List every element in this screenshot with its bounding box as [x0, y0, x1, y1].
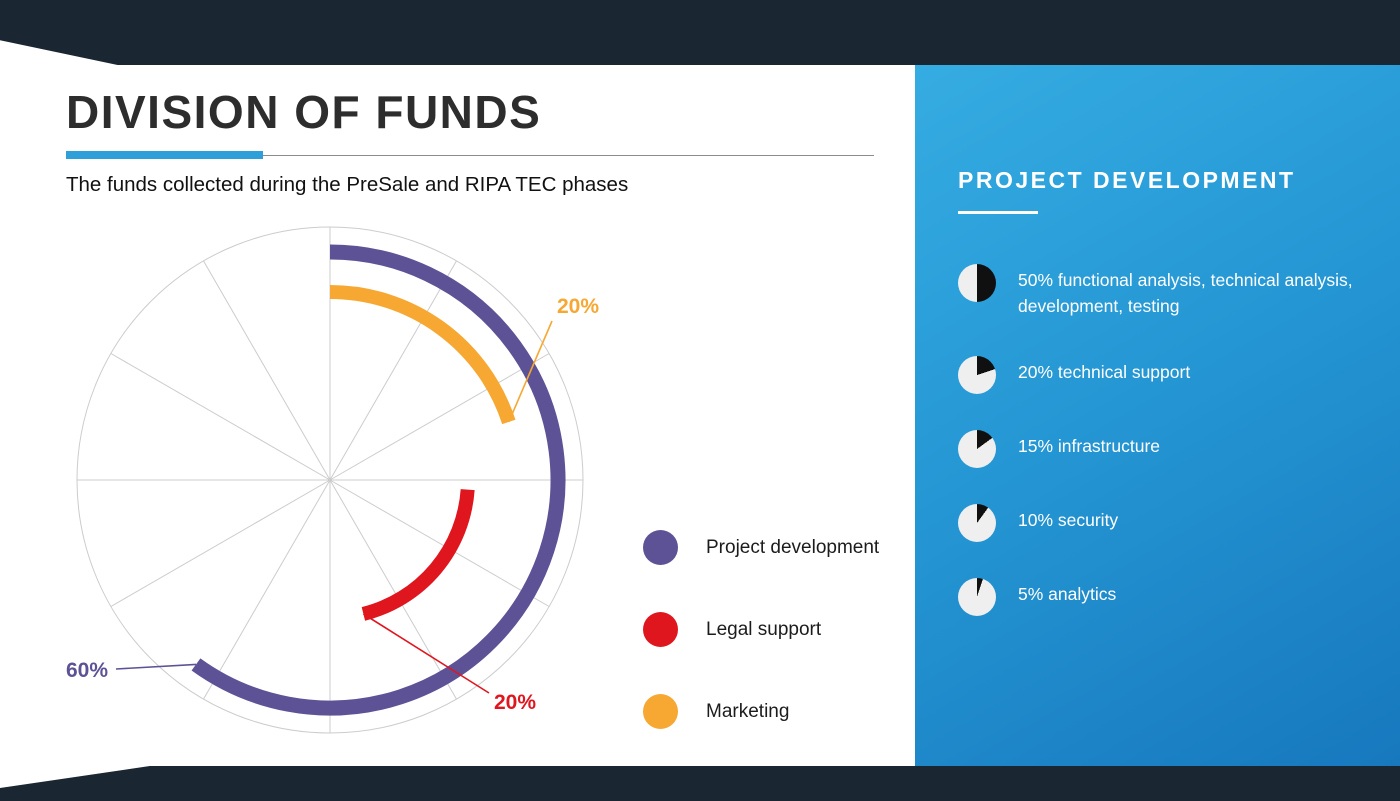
breakdown-item: 50% functional analysis, technical analy… [958, 264, 1364, 320]
title-rule-accent [66, 151, 263, 159]
legend-item: Legal support [643, 612, 879, 647]
breakdown-text: 15% infrastructure [1018, 435, 1161, 456]
subtitle: The funds collected during the PreSale a… [66, 173, 629, 196]
svg-text:20%: 20% [557, 295, 599, 318]
breakdown-text: 10% security [1018, 509, 1119, 530]
breakdown-text: 5% analytics [1018, 583, 1117, 604]
pie-50-icon [958, 264, 996, 302]
breakdown-list: 50% functional analysis, technical analy… [958, 264, 1364, 616]
pie-5-icon [958, 577, 996, 616]
legend-label: Legal support [706, 618, 822, 640]
breakdown-text: 20% technical support [1018, 361, 1191, 382]
page-title: DIVISION OF FUNDS [66, 86, 542, 138]
breakdown-item: 10% security [958, 503, 1364, 542]
project-development-panel: PROJECT DEVELOPMENT 50% functional analy… [915, 65, 1400, 766]
pie-15-icon [958, 429, 996, 468]
legend-dot-legal-support [643, 612, 678, 647]
radial-chart: 60% 20% 20% [66, 226, 599, 734]
breakdown-item: 20% technical support [958, 355, 1364, 394]
breakdown-item: 5% analytics [958, 577, 1364, 616]
bottom-bar [0, 766, 1400, 801]
legend-dot-marketing [643, 694, 678, 729]
legend-item: Marketing [643, 694, 879, 729]
legend-label: Project development [706, 536, 880, 558]
svg-text:20%: 20% [494, 691, 536, 714]
legend-dot-project-development [643, 530, 678, 565]
breakdown-text: 50% functional analysis, technical analy… [1018, 270, 1353, 316]
legend-item: Project development [643, 530, 879, 565]
panel-title-rule [958, 211, 1038, 214]
breakdown-item: 15% infrastructure [958, 429, 1364, 468]
panel-title: PROJECT DEVELOPMENT [958, 167, 1296, 193]
pie-10-icon [958, 503, 996, 542]
svg-text:60%: 60% [66, 659, 108, 682]
legend-label: Marketing [706, 700, 790, 722]
title-rule [66, 155, 874, 156]
chart-legend: Project development Legal support Market… [643, 530, 879, 729]
pie-20-icon [958, 355, 996, 394]
top-bar [0, 0, 1400, 65]
main-content: DIVISION OF FUNDS The funds collected du… [0, 65, 915, 766]
